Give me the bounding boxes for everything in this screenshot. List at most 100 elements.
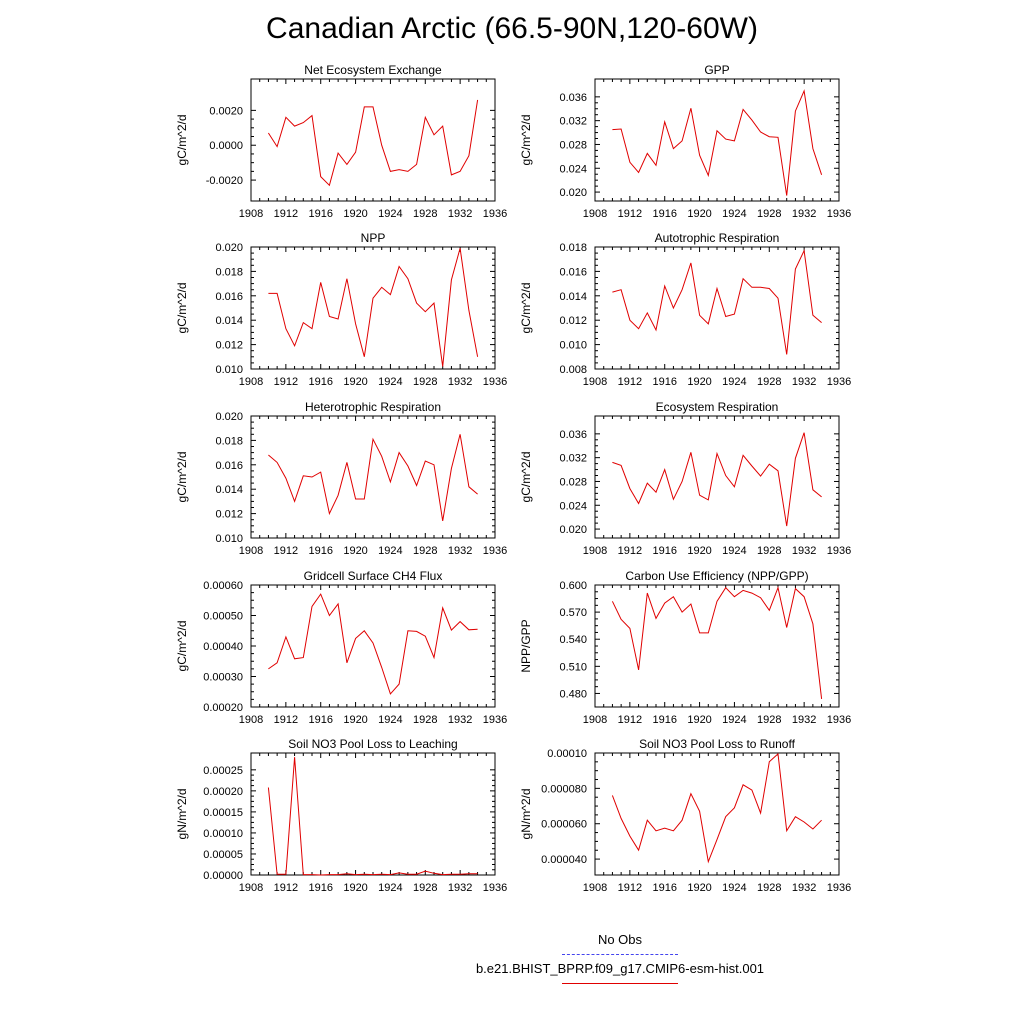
y-tick-label: 0.000040 — [541, 854, 587, 866]
series-line — [612, 248, 822, 355]
series-line — [612, 432, 822, 527]
x-tick-label: 1928 — [757, 714, 781, 726]
y-tick-label: 0.510 — [559, 661, 587, 673]
y-tick-label: 0.024 — [559, 500, 587, 512]
x-tick-label: 1936 — [483, 208, 507, 220]
x-tick-label: 1912 — [618, 714, 642, 726]
x-tick-label: 1920 — [687, 545, 711, 557]
legend-line-model — [562, 983, 678, 984]
x-tick-label: 1920 — [687, 376, 711, 388]
y-axis-label: NPP/GPP — [519, 619, 533, 672]
x-tick-label: 1936 — [827, 208, 851, 220]
plot-frame — [250, 246, 496, 370]
y-tick-label: 0.012 — [215, 509, 243, 521]
page-title: Canadian Arctic (66.5-90N,120-60W) — [266, 12, 758, 45]
x-tick-label: 1916 — [308, 882, 332, 894]
panel-title: GPP — [704, 63, 729, 77]
x-tick-label: 1932 — [448, 545, 472, 557]
y-tick-label: 0.540 — [559, 634, 587, 646]
x-tick-label: 1916 — [308, 208, 332, 220]
x-tick-label: 1908 — [239, 376, 263, 388]
chart-panel-2: NPP gC/m^2/d 1908 1912 1916 1920 1924 1928 1932 1… — [175, 231, 507, 388]
series-line — [611, 752, 822, 864]
x-tick-label: 1928 — [413, 376, 437, 388]
legend-label-no-obs: No Obs — [597, 932, 643, 947]
y-tick-label: 0.00000 — [203, 870, 243, 882]
x-tick-label: 1916 — [652, 376, 676, 388]
panel-title: Soil NO3 Pool Loss to Runoff — [639, 737, 796, 751]
y-tick-label: 0.016 — [559, 266, 587, 278]
x-tick-label: 1912 — [618, 376, 642, 388]
y-tick-label: 0.480 — [559, 688, 587, 700]
panel-title: Ecosystem Respiration — [656, 400, 779, 414]
chart-panel-5: Ecosystem Respiration gC/m^2/d 1908 1912 191… — [519, 400, 851, 557]
y-tick-label: 0.014 — [559, 291, 587, 303]
y-tick-label: 0.020 — [559, 524, 587, 536]
x-tick-label: 1936 — [827, 545, 851, 557]
chart-panel-8: Soil NO3 Pool Loss to Leaching gN/m^2/d 19… — [175, 737, 507, 894]
y-tick-label: 0.020 — [559, 187, 587, 199]
x-tick-label: 1924 — [378, 882, 402, 894]
y-axis-label: gC/m^2/d — [175, 452, 189, 503]
panel-title: Heterotrophic Respiration — [305, 400, 441, 414]
y-axis-label: gC/m^2/d — [519, 115, 533, 166]
x-tick-label: 1912 — [618, 882, 642, 894]
x-tick-label: 1928 — [413, 208, 437, 220]
panel-title: Gridcell Surface CH4 Flux — [304, 569, 443, 583]
x-tick-label: 1928 — [413, 882, 437, 894]
panel-title: Autotrophic Respiration — [655, 231, 780, 245]
y-tick-label: 0.00005 — [203, 849, 243, 861]
x-tick-label: 1932 — [448, 208, 472, 220]
x-tick-label: 1924 — [722, 376, 746, 388]
x-tick-label: 1924 — [722, 714, 746, 726]
series-line — [267, 757, 478, 876]
y-tick-label: 0.0020 — [209, 105, 243, 117]
x-tick-label: 1936 — [827, 714, 851, 726]
y-tick-label: 0.036 — [559, 92, 587, 104]
y-tick-label: 0.014 — [215, 315, 243, 327]
x-tick-label: 1936 — [827, 882, 851, 894]
x-tick-label: 1916 — [652, 714, 676, 726]
y-axis-label: gN/m^2/d — [175, 789, 189, 840]
y-tick-label: 0.00060 — [203, 580, 243, 592]
x-tick-label: 1916 — [308, 545, 332, 557]
y-tick-label: 0.00015 — [203, 807, 243, 819]
x-tick-label: 1932 — [792, 882, 816, 894]
x-tick-label: 1936 — [483, 882, 507, 894]
chart-panel-4: Heterotrophic Respiration gC/m^2/d 1908 191… — [175, 400, 507, 557]
y-tick-label: 0.010 — [215, 533, 243, 545]
plot-frame — [594, 584, 840, 708]
legend-label-model: b.e21.BHIST_BPRP.f09_g17.CMIP6-esm-hist.… — [475, 961, 765, 976]
x-tick-label: 1936 — [483, 376, 507, 388]
x-tick-label: 1916 — [308, 714, 332, 726]
x-tick-label: 1936 — [483, 714, 507, 726]
y-tick-label: 0.00030 — [203, 672, 243, 684]
chart-panel-9: Soil NO3 Pool Loss to Runoff gN/m^2/d 1908… — [519, 737, 851, 894]
series-line — [268, 434, 478, 521]
x-tick-label: 1924 — [378, 714, 402, 726]
y-axis-label: gC/m^2/d — [519, 283, 533, 334]
y-tick-label: 0.010 — [559, 340, 587, 352]
x-tick-label: 1912 — [618, 545, 642, 557]
x-tick-label: 1932 — [792, 714, 816, 726]
y-tick-label: 0.600 — [559, 580, 587, 592]
x-tick-label: 1908 — [583, 208, 607, 220]
x-tick-label: 1932 — [792, 208, 816, 220]
chart-panel-0: Net Ecosystem Exchange gC/m^2/d 1908 1912 19… — [175, 63, 507, 220]
x-tick-label: 1920 — [343, 376, 367, 388]
x-tick-label: 1920 — [343, 714, 367, 726]
y-tick-label: 0.008 — [559, 364, 587, 376]
y-tick-label: 0.012 — [559, 315, 587, 327]
y-tick-label: 0.014 — [215, 484, 243, 496]
x-tick-label: 1920 — [343, 545, 367, 557]
y-tick-label: 0.028 — [559, 476, 587, 488]
chart-panel-7: Carbon Use Efficiency (NPP/GPP) NPP/GPP 19… — [519, 569, 851, 726]
y-axis-label: gC/m^2/d — [175, 115, 189, 166]
y-tick-label: 0.032 — [559, 453, 587, 465]
y-axis-label: gN/m^2/d — [519, 789, 533, 840]
y-tick-label: 0.0000 — [209, 140, 243, 152]
series-line — [611, 585, 823, 699]
y-tick-label: -0.0020 — [206, 175, 243, 187]
y-tick-label: 0.012 — [215, 340, 243, 352]
x-tick-label: 1920 — [687, 714, 711, 726]
